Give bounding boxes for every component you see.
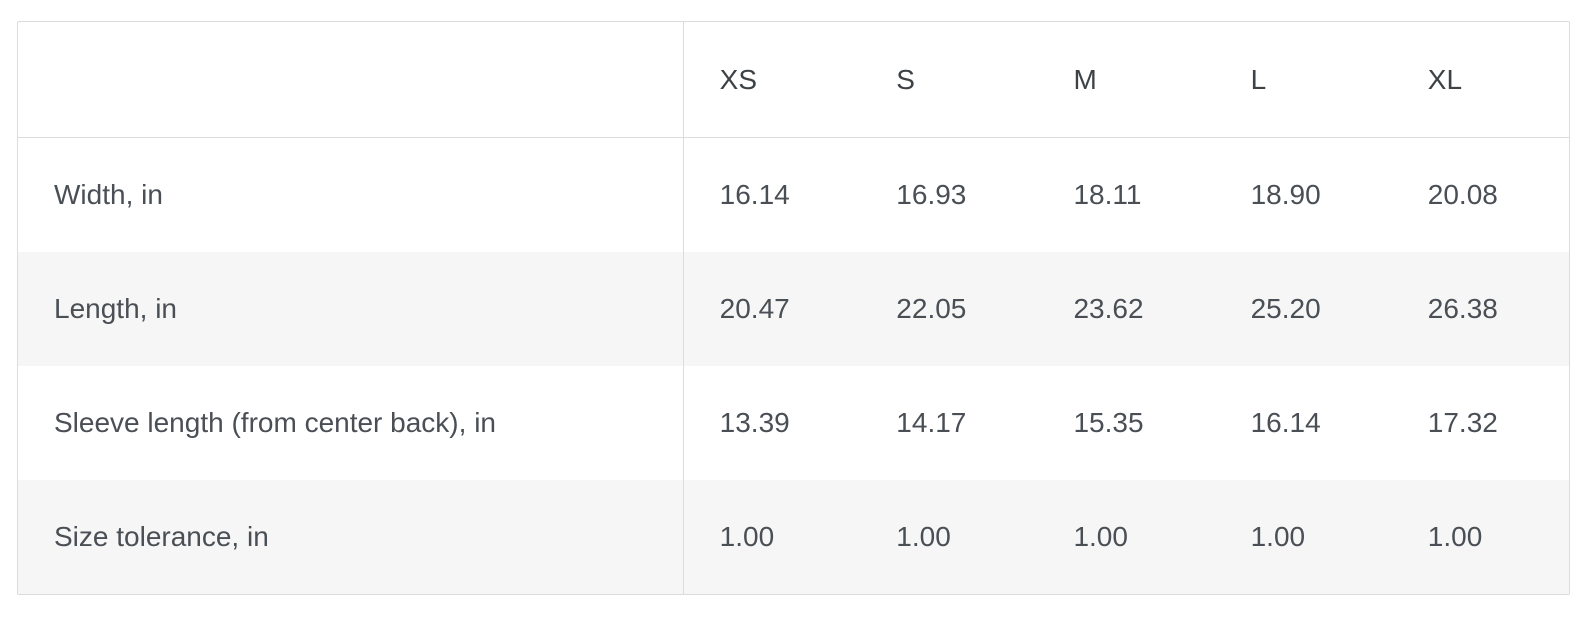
size-header-l: L (1214, 22, 1392, 138)
table-row-sleeve-length: Sleeve length (from center back), in 13.… (18, 366, 1569, 480)
table-row-size-tolerance: Size tolerance, in 1.00 1.00 1.00 1.00 1… (18, 480, 1569, 594)
table-cell: 1.00 (896, 521, 951, 552)
size-header-s: S (860, 22, 1038, 138)
table-cell: 17.32 (1427, 407, 1498, 438)
table-cell: 18.90 (1250, 179, 1321, 210)
table-cell: 26.38 (1427, 293, 1498, 324)
row-label-width: Width, in (18, 137, 684, 252)
size-header-xl: XL (1391, 22, 1569, 138)
table-cell: 14.17 (896, 407, 967, 438)
table-cell: 16.14 (719, 179, 790, 210)
table-cell: 1.00 (1073, 521, 1128, 552)
row-label-sleeve-length: Sleeve length (from center back), in (18, 366, 684, 480)
table-cell: 25.20 (1250, 293, 1321, 324)
table-cell: 1.00 (1427, 521, 1483, 552)
size-header-xs: XS (683, 22, 861, 138)
size-chart-table: XS S M L XL Width, in 16.14 16.93 18.11 … (18, 22, 1569, 594)
table-row-length: Length, in 20.47 22.05 23.62 25.20 26.38 (18, 252, 1569, 366)
table-row-width: Width, in 16.14 16.93 18.11 18.90 20.08 (18, 137, 1569, 252)
table-cell: 22.05 (896, 293, 967, 324)
table-cell: 23.62 (1073, 293, 1144, 324)
row-label-size-tolerance: Size tolerance, in (18, 480, 684, 594)
header-row: XS S M L XL (18, 22, 1569, 138)
table-cell: 15.35 (1073, 407, 1144, 438)
table-cell: 1.00 (1250, 521, 1306, 552)
table-cell: 13.39 (719, 407, 790, 438)
table-cell: 1.00 (719, 521, 775, 552)
row-label-length: Length, in (18, 252, 684, 366)
size-header-m: M (1037, 22, 1215, 138)
table-cell: 20.08 (1427, 179, 1498, 210)
corner-header-cell (18, 22, 684, 138)
table-cell: 16.14 (1250, 407, 1321, 438)
table-cell: 16.93 (896, 179, 967, 210)
table-cell: 18.11 (1073, 179, 1142, 210)
table-cell: 20.47 (719, 293, 790, 324)
size-chart: XS S M L XL Width, in 16.14 16.93 18.11 … (17, 21, 1570, 595)
